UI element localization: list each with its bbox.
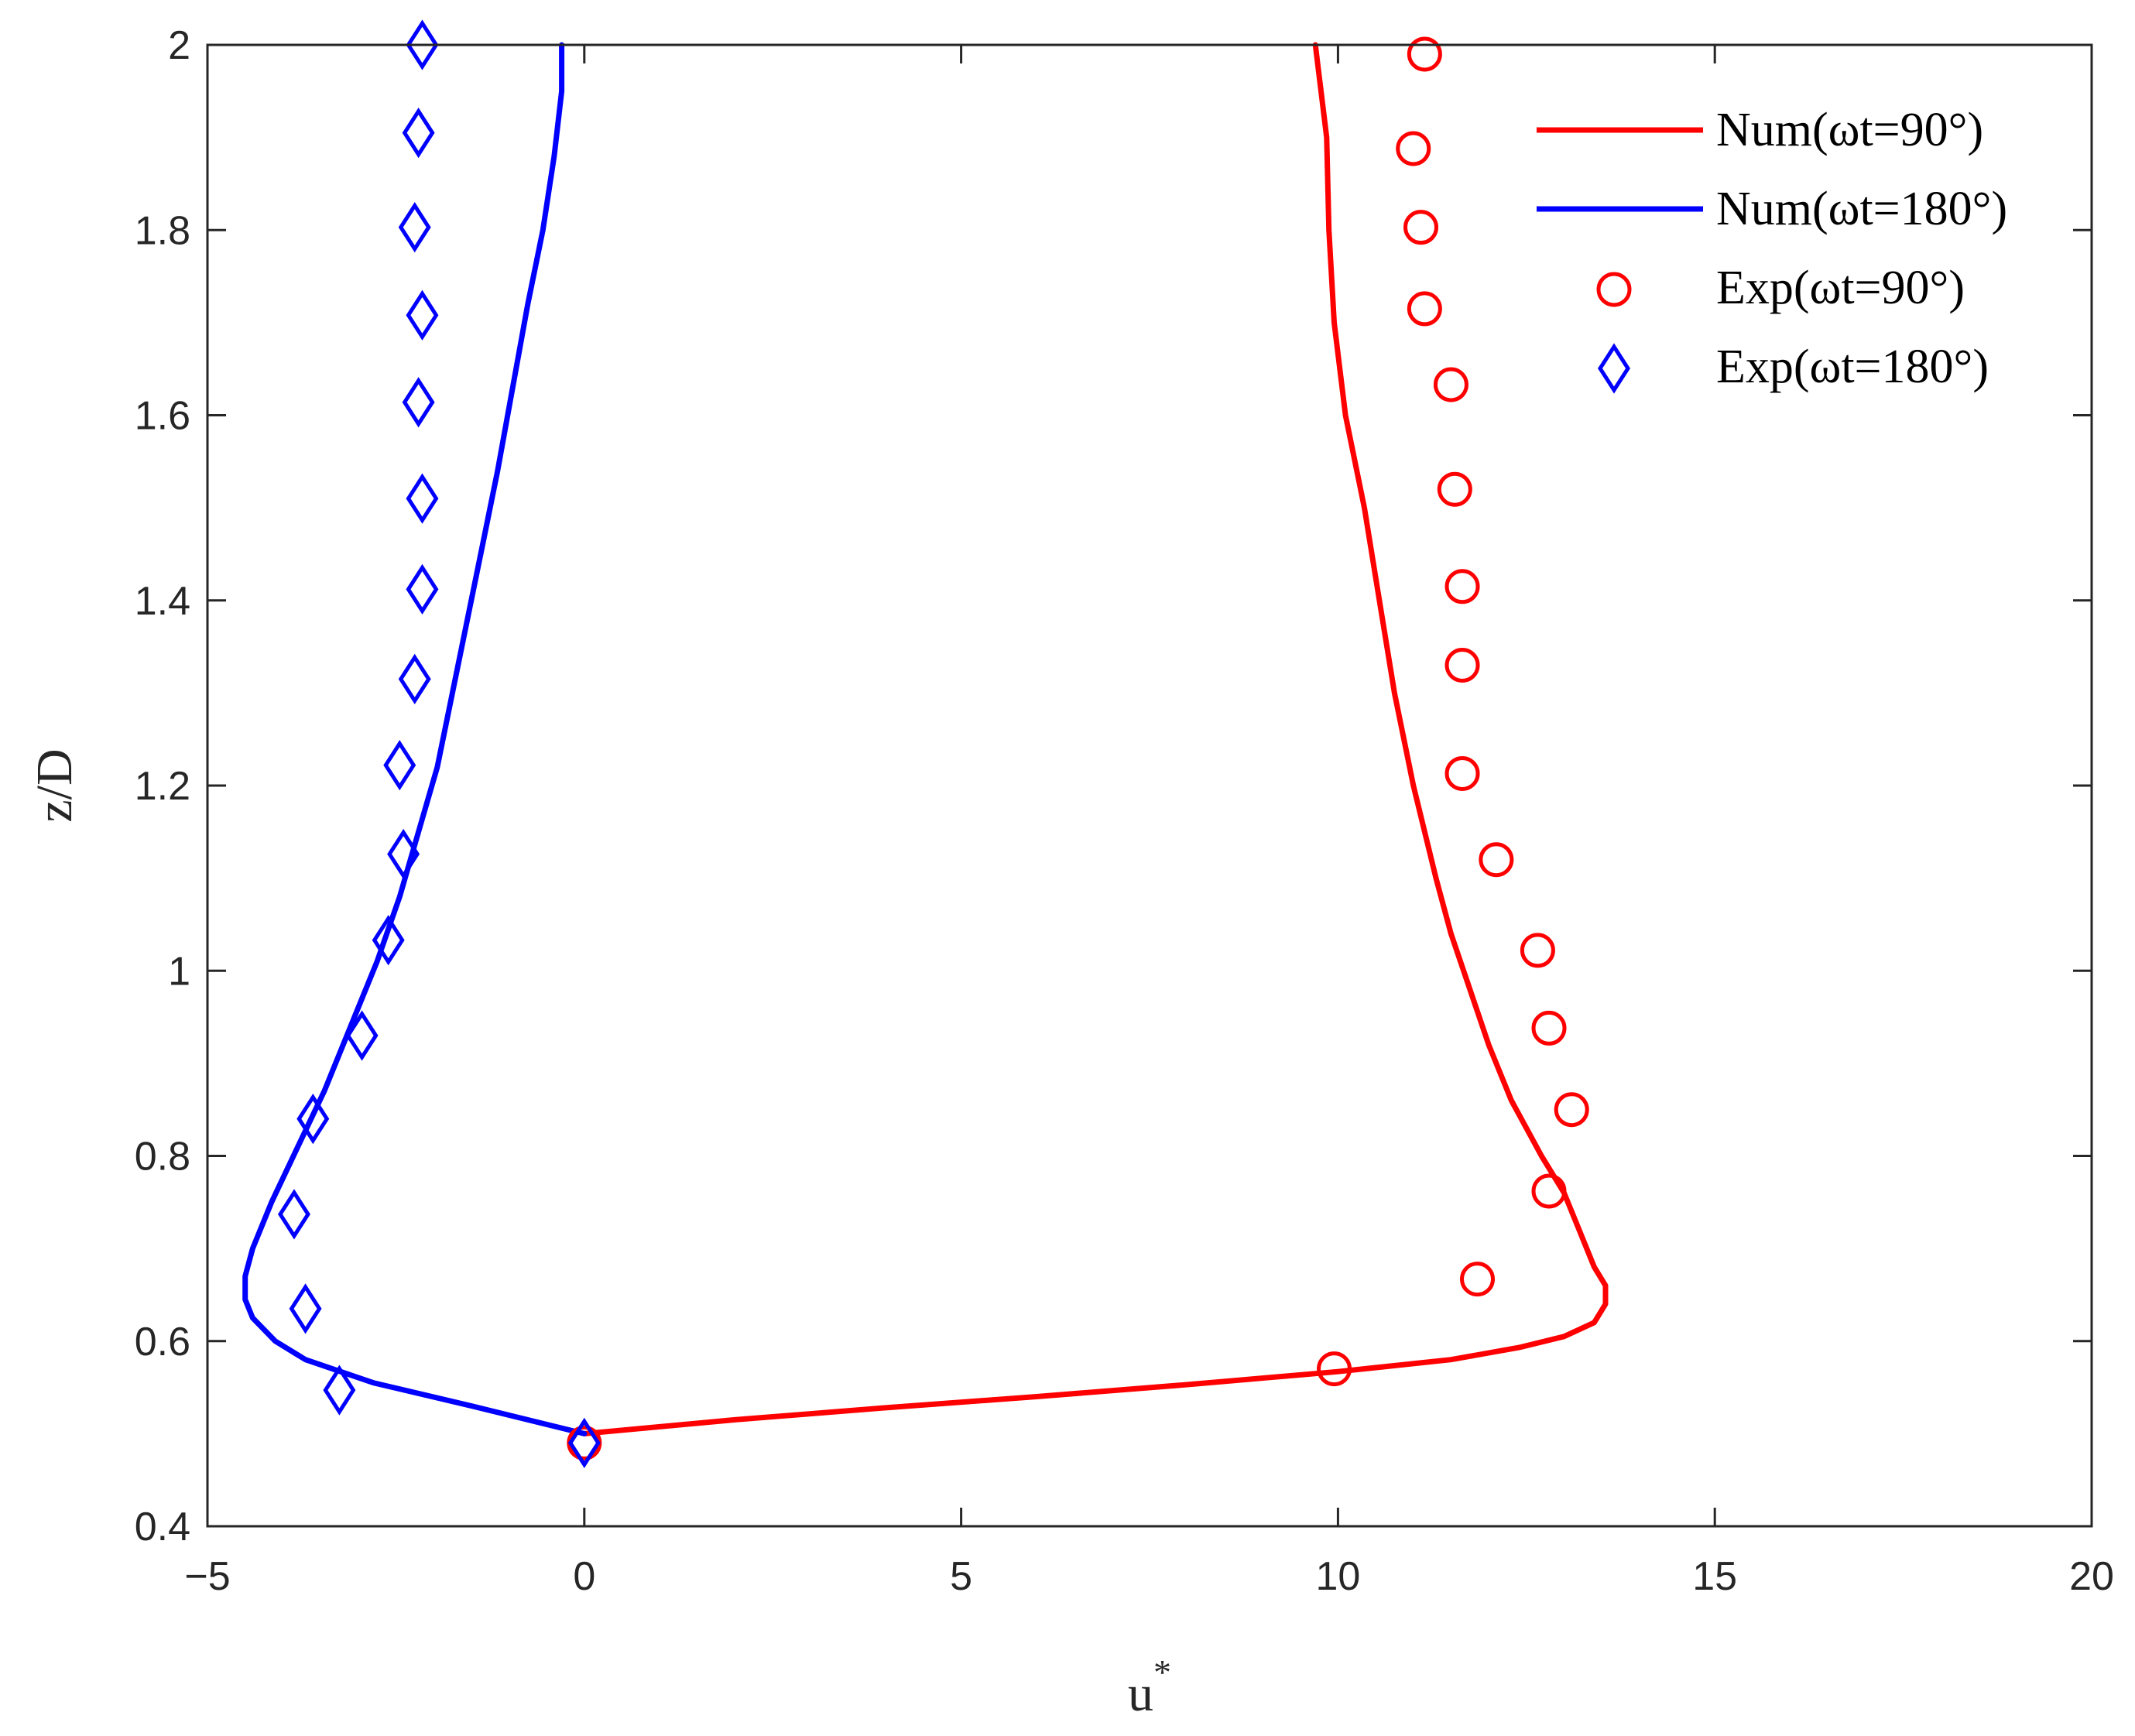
- data-point-diamond: [323, 1364, 356, 1416]
- legend-diamond-swatch: [1598, 343, 1630, 394]
- data-point-diamond: [398, 202, 431, 253]
- y-tick-label: 1.2: [135, 764, 190, 809]
- data-point-diamond: [567, 1417, 601, 1468]
- data-point-diamond: [296, 1094, 330, 1145]
- data-point-diamond: [372, 915, 405, 966]
- data-point-diamond: [383, 740, 416, 791]
- series-line: [242, 42, 588, 1436]
- x-tick-label: 20: [2069, 1554, 2114, 1599]
- y-tick-label: 0.8: [135, 1135, 190, 1180]
- data-point-circle: [1437, 471, 1472, 507]
- data-point-circle: [1444, 569, 1480, 604]
- data-point-diamond: [406, 289, 439, 341]
- x-axis-label-base: u: [1128, 1666, 1153, 1722]
- data-point-diamond: [406, 473, 439, 524]
- series-4: [277, 19, 601, 1468]
- y-axis-label: z/D: [26, 748, 83, 822]
- data-point-diamond: [345, 1010, 379, 1061]
- plot-area: [242, 19, 1609, 1468]
- series-3: [567, 36, 1589, 1460]
- y-tick-label: 1.4: [135, 579, 190, 624]
- x-tick-label: −5: [184, 1554, 230, 1599]
- data-point-circle: [1433, 367, 1468, 402]
- data-point-circle: [1460, 1262, 1496, 1297]
- data-point-diamond: [387, 828, 420, 880]
- x-axis-label-superscript: *: [1153, 1652, 1171, 1692]
- data-point-circle: [1554, 1092, 1589, 1128]
- data-point-circle: [1479, 842, 1514, 878]
- x-tick-label: 15: [1692, 1554, 1737, 1599]
- series-2: [242, 42, 588, 1436]
- x-tick-label: 10: [1315, 1554, 1360, 1599]
- data-point-circle: [1520, 933, 1555, 968]
- data-point-diamond: [406, 19, 439, 70]
- x-axis-label: u*: [1128, 1652, 1171, 1722]
- y-tick-label: 1: [168, 949, 190, 994]
- legend-circle-swatch: [1596, 272, 1632, 307]
- y-tick-label: 2: [168, 23, 190, 68]
- data-point-diamond: [398, 653, 431, 705]
- y-tick-label: 1.6: [135, 394, 190, 439]
- data-point-diamond: [406, 563, 439, 615]
- data-point-circle: [1407, 36, 1442, 72]
- legend-entry-label: Exp(ωt=90°): [1716, 262, 1965, 314]
- y-tick-label: 0.4: [135, 1505, 190, 1549]
- legend: Num(ωt=90°) Num(ωt=180°) Exp(ωt=90°) Exp(ωt…: [1537, 104, 2007, 394]
- data-point-circle: [1444, 647, 1480, 683]
- axes: −5 0 5 10 15 20 0.4 0.6 0.8 1 1.2 1.4 1.6 1.8 2: [135, 23, 2114, 1599]
- data-point-diamond: [402, 108, 435, 159]
- data-point-circle: [1396, 131, 1431, 166]
- x-tick-label: 5: [950, 1554, 972, 1599]
- legend-entry-label: Num(ωt=180°): [1716, 183, 2007, 235]
- data-point-circle: [1403, 210, 1438, 245]
- data-point-circle: [1317, 1351, 1352, 1387]
- data-point-circle: [1531, 1010, 1567, 1046]
- data-point-circle: [1531, 1173, 1567, 1209]
- x-tick-label: 0: [573, 1554, 595, 1599]
- y-tick-label: 1.8: [135, 208, 190, 253]
- data-point-circle: [1407, 291, 1442, 327]
- data-point-circle: [1444, 755, 1480, 791]
- data-point-diamond: [277, 1189, 310, 1240]
- legend-entry-label: Num(ωt=90°): [1716, 104, 1983, 156]
- data-point-diamond: [402, 377, 435, 428]
- y-tick-label: 0.6: [135, 1320, 190, 1364]
- legend-entry-label: Exp(ωt=180°): [1716, 341, 1989, 393]
- data-point-diamond: [289, 1283, 322, 1334]
